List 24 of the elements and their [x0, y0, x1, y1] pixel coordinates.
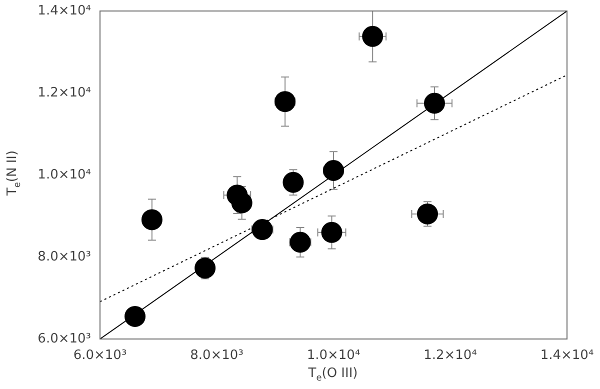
point — [323, 160, 344, 181]
point — [290, 232, 311, 253]
point — [141, 209, 162, 230]
x-tick-label: 1.2×10⁴ — [424, 348, 477, 364]
x-tick-label: 8.0×10³ — [190, 348, 244, 364]
x-tick-label: 1.4×10⁴ — [540, 348, 594, 364]
point — [274, 91, 296, 112]
point — [424, 92, 445, 114]
point — [124, 306, 146, 327]
point — [282, 172, 304, 193]
point — [252, 219, 273, 240]
x-tick-label: 1.0×10⁴ — [306, 348, 360, 364]
x-axis-title: T$_{e}$(O III) — [308, 366, 358, 384]
y-tick-label: 6.0×10³ — [38, 331, 91, 346]
y-tick-label: 1.0×10⁴ — [38, 167, 91, 182]
point — [194, 258, 216, 279]
x-tick-label: 6.0×10³ — [73, 348, 127, 364]
point — [362, 26, 384, 47]
y-tick-label: 8.0×10³ — [38, 249, 91, 264]
point — [231, 192, 252, 214]
point — [416, 203, 438, 224]
y-tick-label: 1.2×10⁴ — [38, 85, 91, 100]
y-tick-label: 1.4×10⁴ — [38, 3, 91, 18]
point — [321, 222, 342, 243]
